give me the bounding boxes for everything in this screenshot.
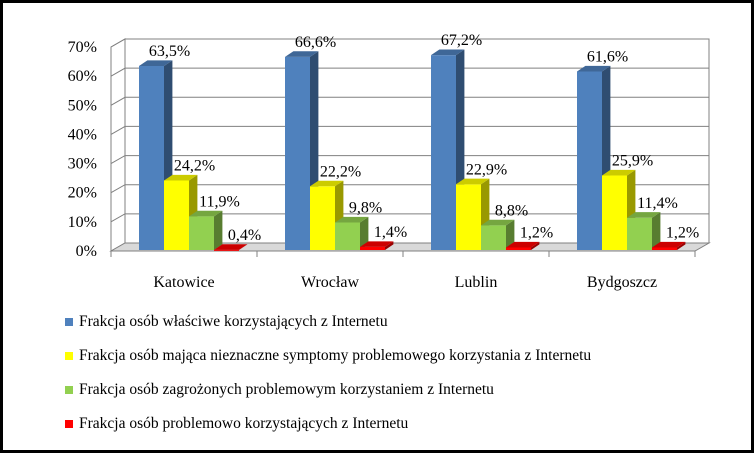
legend-label: Frakcja osób problemowo korzystających z… [79,415,409,432]
bar-top [285,51,319,57]
data-label: 24,2% [174,157,215,174]
bar [456,184,481,250]
bar [602,175,627,250]
gridline [110,96,709,106]
bar [431,55,456,250]
gridline [110,38,709,48]
legend-label: Frakcja osób mająca nieznaczne symptomy … [79,347,592,364]
data-label: 61,6% [587,48,628,65]
bar-top [164,174,198,181]
data-label: 1,4% [374,224,407,241]
bar [164,180,189,250]
bar-top [214,244,248,250]
bar [189,216,214,250]
legend-swatch [65,386,73,394]
legend-item: Frakcja osób problemowo korzystających z… [65,407,591,441]
x-category-label: Lublin [455,274,498,291]
x-category-label: Wrocław [301,274,359,291]
y-tick-label: 50% [68,97,97,114]
bar [310,186,335,250]
bar [335,222,360,250]
bar-top [456,178,490,185]
gridline [110,155,709,165]
legend-label: Frakcja osób właściwe korzystających z I… [79,313,388,330]
bar-top [506,241,540,248]
y-tick-label: 60% [68,68,97,85]
data-label: 22,9% [466,161,507,178]
data-label: 11,9% [199,193,240,210]
bar-side [239,244,248,250]
bar-top [310,180,344,187]
x-category-label: Bydgoszcz [587,274,657,291]
data-label: 0,4% [228,227,261,244]
bar [506,247,531,250]
chart-legend: Frakcja osób właściwe korzystających z I… [65,305,591,441]
bar-top [335,216,369,223]
legend-item: Frakcja osób mająca nieznaczne symptomy … [65,339,591,373]
bar-top [627,212,661,218]
y-tick-label: 10% [68,214,97,231]
bar-top [577,65,611,72]
data-label: 1,2% [520,225,553,242]
bar-top [431,49,465,56]
bar [214,249,239,251]
legend-label: Frakcja osób zagrożonych problemowym kor… [79,381,494,398]
data-label: 9,8% [349,199,382,216]
side-wall [110,38,126,252]
x-category-label: Katowice [153,274,214,291]
bar [139,65,164,250]
legend-swatch [65,352,73,360]
y-tick-label: 0% [76,243,97,260]
y-tick-label: 30% [68,156,97,173]
legend-item: Frakcja osób zagrożonych problemowym kor… [65,373,591,407]
legend-swatch [65,420,73,428]
legend-swatch [65,318,73,326]
data-label: 63,5% [149,43,190,60]
data-label: 25,9% [612,153,653,170]
bar [652,247,677,250]
y-tick-label: 20% [68,185,97,202]
bar [285,56,310,251]
data-label: 22,2% [320,163,361,180]
data-label: 11,4% [637,195,678,212]
bar [360,246,385,250]
bar-top [652,241,686,248]
bar-top [481,219,515,226]
data-label: 8,8% [495,202,528,219]
bar-side [677,241,686,250]
y-tick-label: 40% [68,126,97,143]
bar-side [652,212,661,250]
bar-top [360,241,394,247]
bar-top [139,60,173,66]
chart-plot: 0% 10% 20% 30% 40% 50% 60% 70% 63,5% 24,2% 11,9% 0,… [68,32,711,291]
data-label: 67,2% [441,32,482,49]
bar [481,225,506,250]
gridline [110,125,709,135]
bar-side [531,241,540,250]
bar-top [602,169,636,176]
bar-side [214,210,223,250]
bar-side [360,216,369,250]
bar [627,217,652,250]
gridline [110,67,709,77]
bar-top [189,210,223,217]
data-label: 1,2% [666,225,699,242]
bar-side [506,219,515,250]
bar-side [385,241,394,250]
legend-item: Frakcja osób właściwe korzystających z I… [65,305,591,339]
gridline [110,184,709,194]
data-label: 66,6% [295,34,336,51]
y-tick-label: 70% [68,39,97,56]
gridline [110,213,709,223]
bar [577,71,602,250]
